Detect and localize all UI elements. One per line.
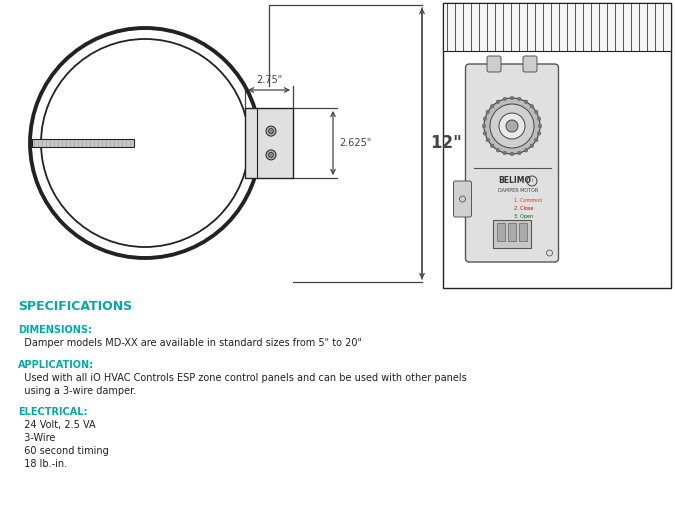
Circle shape (269, 129, 273, 134)
Circle shape (490, 104, 534, 148)
FancyBboxPatch shape (466, 64, 558, 262)
Text: 2.75": 2.75" (256, 75, 282, 85)
Circle shape (535, 110, 538, 114)
Bar (247, 139, 257, 147)
Text: 1. Common: 1. Common (514, 198, 543, 203)
Circle shape (486, 110, 489, 114)
Bar (32, 139, 134, 147)
Circle shape (491, 144, 494, 147)
Circle shape (530, 144, 534, 147)
Circle shape (510, 96, 514, 100)
Text: ELECTRICAL:: ELECTRICAL: (18, 407, 88, 417)
Circle shape (518, 97, 521, 101)
Circle shape (483, 131, 487, 135)
Text: APPLICATION:: APPLICATION: (18, 360, 94, 370)
Circle shape (484, 98, 540, 154)
Circle shape (538, 124, 542, 128)
Circle shape (496, 100, 500, 104)
Circle shape (503, 151, 506, 155)
Text: 18 lb.-in.: 18 lb.-in. (18, 459, 67, 469)
Text: 12": 12" (430, 135, 462, 153)
Circle shape (518, 151, 521, 155)
FancyBboxPatch shape (454, 181, 472, 217)
Circle shape (486, 138, 489, 142)
Bar (508, 223, 516, 241)
Text: 3-Wire: 3-Wire (18, 433, 55, 443)
Text: 3. Open: 3. Open (514, 214, 533, 219)
Circle shape (483, 117, 487, 121)
Circle shape (266, 126, 276, 136)
Circle shape (496, 148, 500, 152)
Text: using a 3-wire damper.: using a 3-wire damper. (18, 386, 136, 396)
Circle shape (266, 150, 276, 160)
Text: 2. Close: 2. Close (514, 206, 533, 211)
Text: DIMENSIONS:: DIMENSIONS: (18, 325, 92, 335)
Text: 24 Volt, 2.5 VA: 24 Volt, 2.5 VA (18, 420, 96, 430)
Circle shape (499, 113, 525, 139)
Text: Damper models MD-XX are available in standard sizes from 5" to 20": Damper models MD-XX are available in sta… (18, 338, 362, 348)
Bar (519, 223, 527, 241)
Bar (493, 220, 531, 248)
Circle shape (510, 152, 514, 156)
Bar (497, 223, 505, 241)
Circle shape (537, 117, 541, 121)
Circle shape (506, 120, 518, 132)
FancyBboxPatch shape (523, 56, 537, 72)
Text: 60 second timing: 60 second timing (18, 446, 109, 456)
Circle shape (491, 104, 494, 108)
Circle shape (269, 152, 273, 157)
Text: i: i (531, 179, 533, 184)
Text: Used with all iO HVAC Controls ESP zone control panels and can be used with othe: Used with all iO HVAC Controls ESP zone … (18, 373, 466, 383)
Text: SPECIFICATIONS: SPECIFICATIONS (18, 300, 132, 313)
Bar (443, 3, 671, 51)
Text: BELIMO: BELIMO (498, 176, 531, 185)
Circle shape (535, 138, 538, 142)
Text: DAMPER MOTOR: DAMPER MOTOR (498, 188, 538, 193)
FancyBboxPatch shape (487, 56, 501, 72)
Circle shape (503, 97, 506, 101)
Circle shape (524, 100, 528, 104)
Circle shape (530, 104, 534, 108)
Circle shape (537, 131, 541, 135)
Circle shape (482, 124, 486, 128)
Bar (245, 108, 293, 178)
Circle shape (524, 148, 528, 152)
Bar (443, 3, 671, 288)
Text: 2.625": 2.625" (339, 138, 371, 148)
